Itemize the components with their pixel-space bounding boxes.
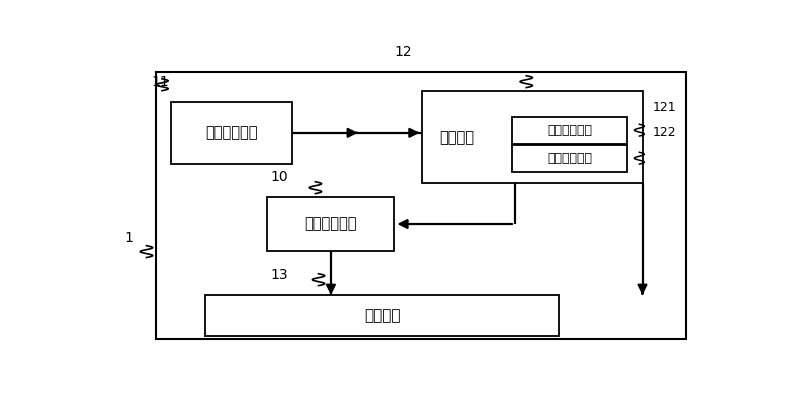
Bar	[206, 295, 558, 335]
Text: 13: 13	[270, 269, 288, 282]
Bar	[422, 91, 642, 183]
Text: 第一电子开关: 第一电子开关	[305, 217, 357, 232]
Bar	[171, 102, 292, 164]
Text: 121: 121	[653, 101, 677, 114]
Text: 11: 11	[151, 75, 170, 89]
Bar	[512, 145, 627, 172]
Text: 第一微处理器: 第一微处理器	[547, 152, 592, 165]
Bar	[512, 117, 627, 144]
Bar	[156, 72, 686, 339]
Text: 第一唤醒电路: 第一唤醒电路	[547, 124, 592, 137]
Text: 1: 1	[125, 231, 134, 245]
Text: 122: 122	[653, 126, 677, 139]
Text: 接收电路: 接收电路	[439, 130, 474, 145]
Text: 10: 10	[270, 170, 288, 184]
Text: 第一供电单元: 第一供电单元	[206, 125, 258, 140]
Text: 发射电路: 发射电路	[364, 308, 400, 323]
Text: 12: 12	[394, 45, 412, 60]
Bar	[267, 197, 394, 251]
